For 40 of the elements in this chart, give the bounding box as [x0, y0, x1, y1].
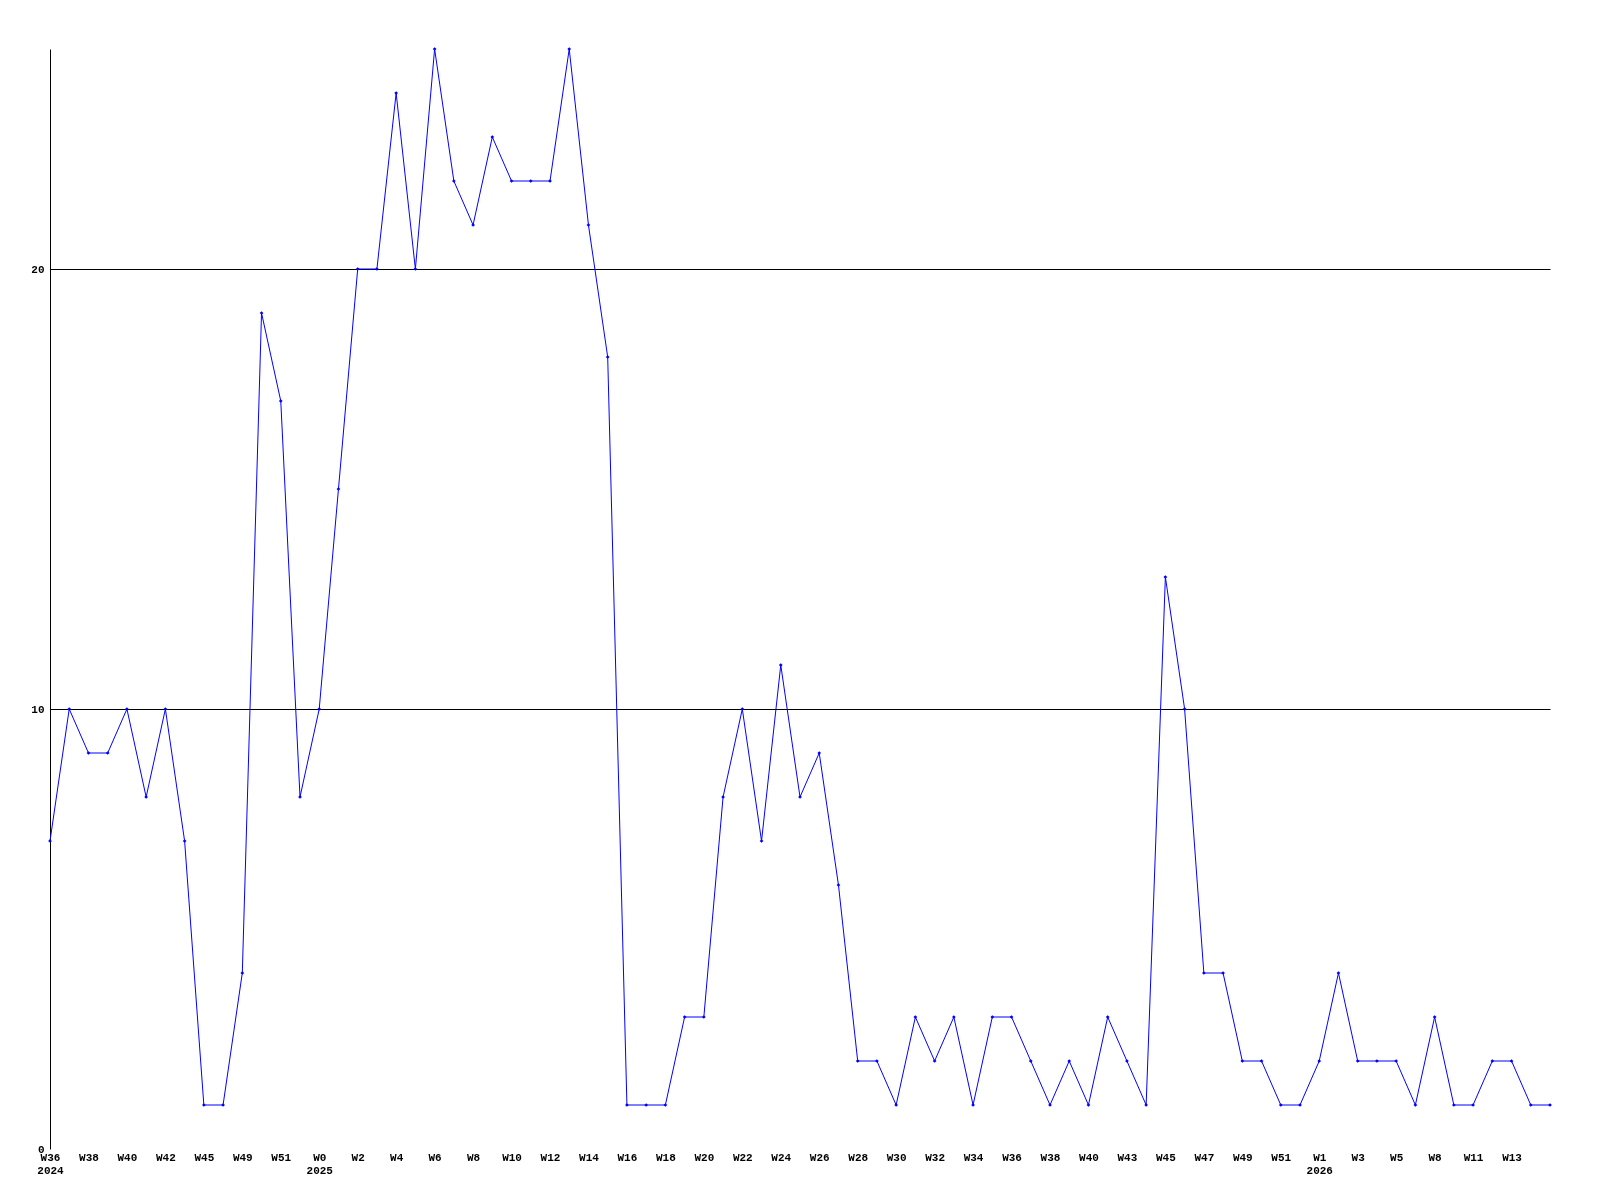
x-tick-label: W47 — [1194, 1151, 1215, 1164]
x-tick-label: W22 — [732, 1151, 753, 1164]
x-tick-label: W18 — [655, 1151, 677, 1164]
x-tick-label: W5 — [1390, 1151, 1404, 1164]
x-tick-label: W32 — [925, 1151, 946, 1164]
x-tick-label: W49 — [232, 1151, 253, 1164]
x-tick-label: W20 — [694, 1151, 715, 1164]
x-tick-label: W1 2026 — [1306, 1151, 1333, 1177]
y-tick-label: 20 — [31, 263, 45, 276]
x-tick-label: W36 — [1002, 1151, 1022, 1164]
x-tick-label: W2 — [351, 1151, 365, 1164]
x-tick-label: W49 — [1232, 1151, 1253, 1164]
x-tick-label: W24 — [771, 1151, 792, 1164]
x-tick-label: W51 — [1271, 1151, 1292, 1164]
x-tick-label: W12 — [540, 1151, 561, 1164]
x-tick-label: W6 — [428, 1151, 442, 1164]
x-tick-label: W42 — [155, 1151, 176, 1164]
x-tick-label: W10 — [502, 1151, 522, 1164]
x-tick-label: W43 — [1117, 1151, 1138, 1164]
x-tick-label: W16 — [617, 1151, 638, 1164]
y-tick-label: 10 — [31, 703, 45, 716]
x-tick-label: W38 — [79, 1151, 100, 1164]
x-tick-label: W0 2025 — [306, 1151, 334, 1177]
x-tick-label: W3 — [1351, 1151, 1366, 1164]
x-tick-label: W13 — [1502, 1151, 1523, 1164]
x-tick-label: W8 — [1428, 1151, 1443, 1164]
x-tick-label: W28 — [848, 1151, 869, 1164]
x-tick-label: W14 — [579, 1151, 600, 1164]
x-tick-label: W40 — [117, 1151, 138, 1164]
x-tick-label: W45 — [194, 1151, 215, 1164]
x-tick-label: W38 — [1040, 1151, 1061, 1164]
x-tick-label: W26 — [809, 1151, 830, 1164]
x-tick-label: W30 — [886, 1151, 907, 1164]
x-tick-label: W11 — [1463, 1151, 1484, 1164]
x-tick-label: W40 — [1079, 1151, 1099, 1164]
x-tick-label: W4 — [390, 1151, 404, 1164]
x-tick-label: W8 — [466, 1151, 481, 1164]
x-tick-label: W45 — [1155, 1151, 1177, 1164]
x-tick-label: W51 — [271, 1151, 292, 1164]
x-tick-label: W34 — [963, 1151, 984, 1164]
